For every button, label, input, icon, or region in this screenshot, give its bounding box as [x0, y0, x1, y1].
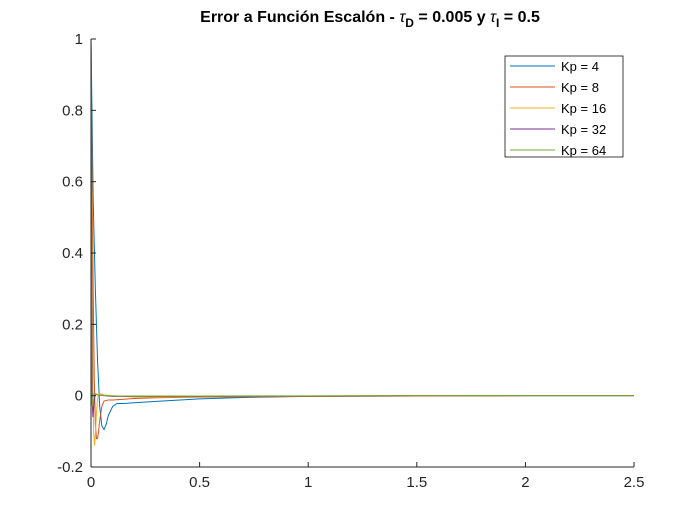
y-tick-label: 0.2 — [62, 316, 83, 333]
series-line-kp-4 — [91, 39, 634, 407]
x-tick-label: 0.5 — [189, 474, 210, 491]
legend-box — [504, 55, 624, 158]
y-tick-label: -0.2 — [57, 459, 83, 476]
title-tau-d-subscript: D — [405, 16, 414, 30]
y-tick-label: 0.6 — [62, 174, 83, 191]
x-tick-label: 0 — [87, 474, 95, 491]
legend: Kp = 4 Kp = 8 Kp = 16 Kp = 32 Kp = 64 — [504, 55, 624, 158]
legend-label: Kp = 16 — [561, 101, 606, 116]
x-tick-label: 2.5 — [624, 474, 645, 491]
x-tick-label: 2 — [521, 474, 529, 491]
legend-label: Kp = 32 — [561, 122, 606, 137]
series-layer — [91, 39, 634, 446]
title-tau-d: τ — [399, 9, 406, 26]
x-tick-label: 1 — [304, 474, 312, 491]
y-tick-label: 1 — [75, 31, 83, 48]
title-tau-i: τ — [490, 9, 497, 26]
chart-title: Error a Función Escalón - τD = 0.005 y τ… — [200, 9, 540, 30]
legend-label: Kp = 64 — [561, 143, 606, 158]
title-tau-i-subscript: I — [496, 16, 499, 30]
ticks-layer: 0 0.5 1 1.5 2 2.5-0.200.20.40.60.81 — [57, 31, 644, 491]
y-tick-label: 0.8 — [62, 102, 83, 119]
y-tick-label: 0 — [75, 388, 83, 405]
y-tick-label: 0.4 — [62, 245, 83, 262]
legend-label: Kp = 4 — [561, 59, 599, 74]
title-prefix: Error a Función Escalón - — [200, 9, 399, 26]
title-suffix: = 0.5 — [499, 9, 540, 26]
x-tick-label: 1.5 — [406, 474, 427, 491]
title-middle: = 0.005 y — [414, 9, 490, 26]
legend-label: Kp = 8 — [561, 80, 599, 95]
